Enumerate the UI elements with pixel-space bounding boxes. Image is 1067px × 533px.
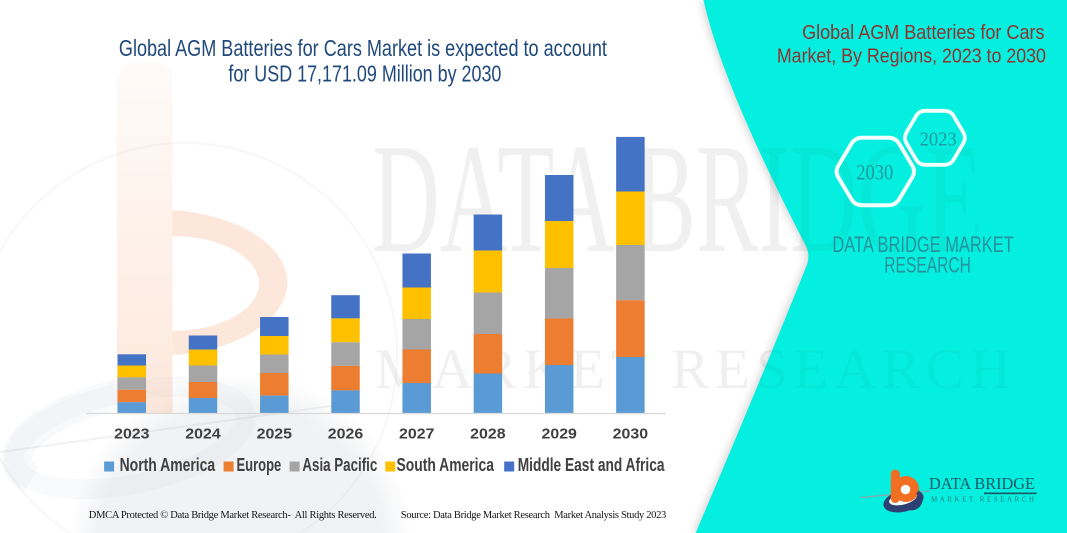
svg-text:Asia Pacific: Asia Pacific [302,455,377,475]
svg-text:DATA BRIDGE MARKET: DATA BRIDGE MARKET [832,232,1014,257]
svg-text:MARKET RESEARCH: MARKET RESEARCH [931,496,1034,504]
svg-text:DMCA Protected © Data Bridge M: DMCA Protected © Data Bridge Market Rese… [89,510,377,521]
svg-text:DATA BRIDGE: DATA BRIDGE [929,474,1035,493]
svg-text:2027: 2027 [399,427,434,443]
svg-text:2023: 2023 [920,129,957,151]
svg-text:South America: South America [397,455,495,475]
svg-text:2026: 2026 [328,427,363,443]
svg-text:Middle East and Africa: Middle East and Africa [518,455,666,475]
svg-text:Global AGM Batteries for Cars: Global AGM Batteries for Cars Market is … [119,35,607,61]
svg-text:2028: 2028 [470,427,505,443]
svg-text:North America: North America [120,455,216,475]
svg-text:Source: Data Bridge Market Res: Source: Data Bridge Market Research Mark… [401,510,667,521]
svg-text:2025: 2025 [257,427,292,443]
svg-text:2029: 2029 [542,427,577,443]
svg-text:2023: 2023 [114,427,149,443]
svg-text:for USD 17,171.09 Million by 2: for USD 17,171.09 Million by 2030 [228,61,501,87]
svg-text:2030: 2030 [613,427,648,443]
svg-text:Europe: Europe [237,455,282,475]
svg-text:Global AGM Batteries for Cars: Global AGM Batteries for Cars [802,21,1044,44]
svg-text:2030: 2030 [856,159,893,184]
svg-text:2024: 2024 [185,427,220,443]
svg-text:Market, By Regions, 2023 to 20: Market, By Regions, 2023 to 2030 [777,44,1046,67]
svg-text:RESEARCH: RESEARCH [884,252,971,277]
